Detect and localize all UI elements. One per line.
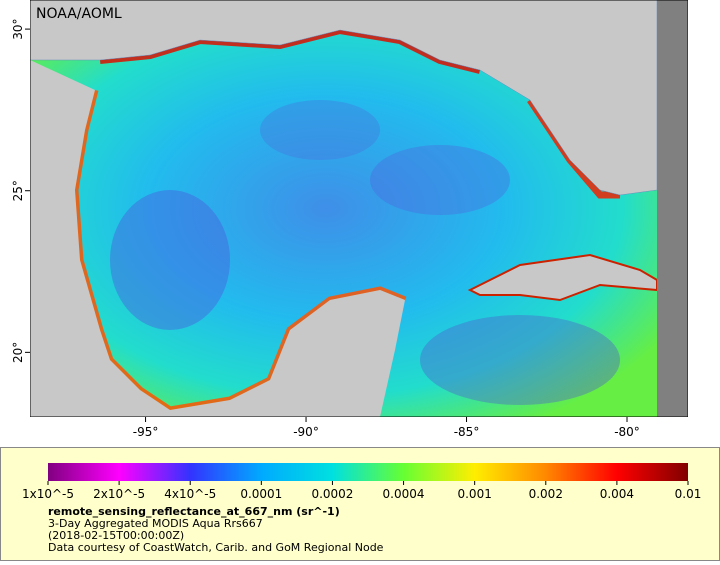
colorbar-tick-label: 1x10^-5: [22, 487, 74, 501]
map-image: NOAA/AOML: [30, 0, 688, 417]
y-tick-label: 30°: [11, 18, 25, 39]
description: 3-Day Aggregated MODIS Aqua Rrs667: [48, 517, 263, 530]
ocean-patch: [260, 100, 380, 160]
colorbar-tick-label: 0.004: [600, 487, 634, 501]
source: Data courtesy of CoastWatch, Carib. and …: [48, 541, 384, 554]
variable-name: remote_sensing_reflectance_at_667_nm (sr…: [48, 505, 340, 518]
land-us: [30, 0, 658, 196]
x-tick-label: -85°: [454, 425, 480, 439]
y-tick-label: 20°: [11, 342, 25, 363]
no-data-strip: [657, 0, 688, 417]
colorbar-tick-label: 0.01: [675, 487, 702, 501]
colorbar-tick-label: 2x10^-5: [93, 487, 145, 501]
land-yucatan: [170, 290, 405, 417]
x-tick-label: -95°: [133, 425, 159, 439]
credit: NOAA/AOML: [36, 6, 122, 22]
x-tick-label: -90°: [293, 425, 319, 439]
axes: -95° -90° -85° -80° 20° 25° 30°: [11, 18, 640, 439]
land-mexico: [30, 60, 170, 417]
colorbar-tick-label: 0.0002: [311, 487, 353, 501]
ocean-patch: [110, 190, 230, 330]
colorbar-tick-label: 0.002: [529, 487, 563, 501]
colorbar-tick-label: 0.0004: [383, 487, 425, 501]
time: (2018-02-15T00:00:00Z): [48, 529, 184, 542]
colorbar-tick-label: 4x10^-5: [164, 487, 216, 501]
ocean-patch: [420, 315, 620, 405]
x-tick-label: -80°: [614, 425, 640, 439]
colorbar: [48, 463, 688, 481]
colorbar-ticks: 1x10^-5 2x10^-5 4x10^-5 0.0001 0.0002 0.0004 0…: [22, 481, 701, 501]
colorbar-tick-label: 0.001: [457, 487, 491, 501]
ocean-patch: [370, 145, 510, 215]
y-tick-label: 25°: [11, 180, 25, 201]
colorbar-tick-label: 0.0001: [240, 487, 282, 501]
